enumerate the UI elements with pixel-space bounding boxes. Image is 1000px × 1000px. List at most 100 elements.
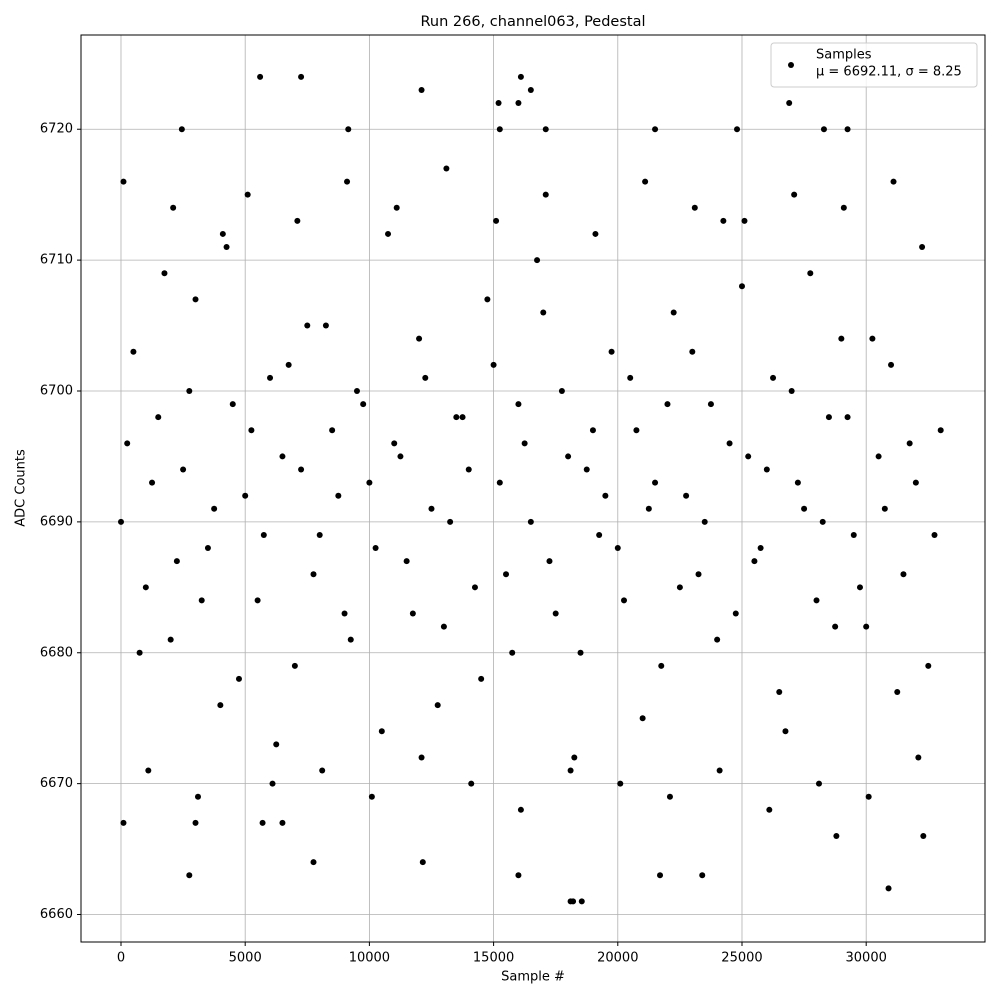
data-point <box>422 374 429 381</box>
data-point <box>149 479 156 486</box>
data-point <box>403 558 410 565</box>
data-point <box>490 361 497 368</box>
y-tick-label: 6660 <box>40 907 73 922</box>
x-tick-label: 25000 <box>721 951 762 966</box>
data-point <box>521 440 528 447</box>
data-point <box>900 571 907 578</box>
data-point <box>726 440 733 447</box>
data-point <box>418 754 425 761</box>
y-tick-label: 6710 <box>40 253 73 268</box>
data-point <box>254 597 261 604</box>
data-point <box>937 427 944 434</box>
data-point <box>416 335 423 342</box>
data-point <box>920 832 927 839</box>
x-axis-label: Sample # <box>501 970 565 985</box>
data-point <box>819 518 826 525</box>
data-point <box>242 492 249 499</box>
data-point <box>757 545 764 552</box>
data-point <box>639 715 646 722</box>
data-point <box>838 335 845 342</box>
data-point <box>161 270 168 277</box>
data-point <box>192 819 199 826</box>
data-point <box>919 244 926 251</box>
data-point <box>813 597 820 604</box>
data-point <box>515 401 522 408</box>
data-point <box>167 636 174 643</box>
data-point <box>316 531 323 538</box>
data-point <box>294 217 301 224</box>
data-point <box>493 217 500 224</box>
data-point <box>699 872 706 879</box>
data-point <box>515 100 522 107</box>
data-point <box>614 545 621 552</box>
data-point <box>734 126 741 133</box>
data-point <box>578 898 585 905</box>
data-point <box>223 244 230 251</box>
data-point <box>820 126 827 133</box>
data-point <box>443 165 450 172</box>
data-point <box>353 387 360 394</box>
y-tick-label: 6700 <box>40 383 73 398</box>
data-point <box>517 806 524 813</box>
chart-title: Run 266, channel063, Pedestal <box>420 14 645 30</box>
data-point <box>894 689 901 696</box>
data-point <box>801 505 808 512</box>
data-point <box>124 440 131 447</box>
data-point <box>471 584 478 591</box>
data-point <box>565 453 572 460</box>
data-point <box>577 649 584 656</box>
data-point <box>248 427 255 434</box>
data-point <box>478 675 485 682</box>
data-point <box>583 466 590 473</box>
x-tick-label: 10000 <box>349 951 390 966</box>
data-point <box>219 230 226 237</box>
data-point <box>786 100 793 107</box>
data-point <box>503 571 510 578</box>
data-point <box>447 518 454 525</box>
data-point <box>360 401 367 408</box>
data-point <box>720 217 727 224</box>
data-point <box>378 728 385 735</box>
data-point <box>173 558 180 565</box>
data-point <box>269 780 276 787</box>
plot-frame <box>80 34 986 943</box>
data-point <box>621 597 628 604</box>
data-point <box>716 767 723 774</box>
data-point <box>890 178 897 185</box>
data-point <box>409 610 416 617</box>
data-point <box>670 309 677 316</box>
data-point <box>244 191 251 198</box>
data-point <box>217 702 224 709</box>
data-point <box>310 571 317 578</box>
data-point <box>627 374 634 381</box>
data-point <box>617 780 624 787</box>
data-point <box>310 859 317 866</box>
data-point <box>459 414 466 421</box>
data-point <box>714 636 721 643</box>
data-point <box>428 505 435 512</box>
data-point <box>453 414 460 421</box>
y-tick-label: 6670 <box>40 776 73 791</box>
data-point <box>589 427 596 434</box>
x-tick-label: 30000 <box>846 951 887 966</box>
data-point <box>267 374 274 381</box>
data-point <box>391 440 398 447</box>
data-point <box>844 126 851 133</box>
data-point <box>807 270 814 277</box>
data-point <box>885 885 892 892</box>
data-point <box>235 675 242 682</box>
data-point <box>229 401 236 408</box>
data-point <box>546 558 553 565</box>
legend-detail: μ = 6692.11, σ = 8.25 <box>816 65 962 80</box>
data-point <box>155 414 162 421</box>
data-point <box>120 178 127 185</box>
data-point <box>766 806 773 813</box>
data-point <box>863 623 870 630</box>
data-point <box>319 767 326 774</box>
data-point <box>652 479 659 486</box>
data-point <box>385 230 392 237</box>
data-point <box>329 427 336 434</box>
data-point <box>888 361 895 368</box>
data-point <box>366 479 373 486</box>
